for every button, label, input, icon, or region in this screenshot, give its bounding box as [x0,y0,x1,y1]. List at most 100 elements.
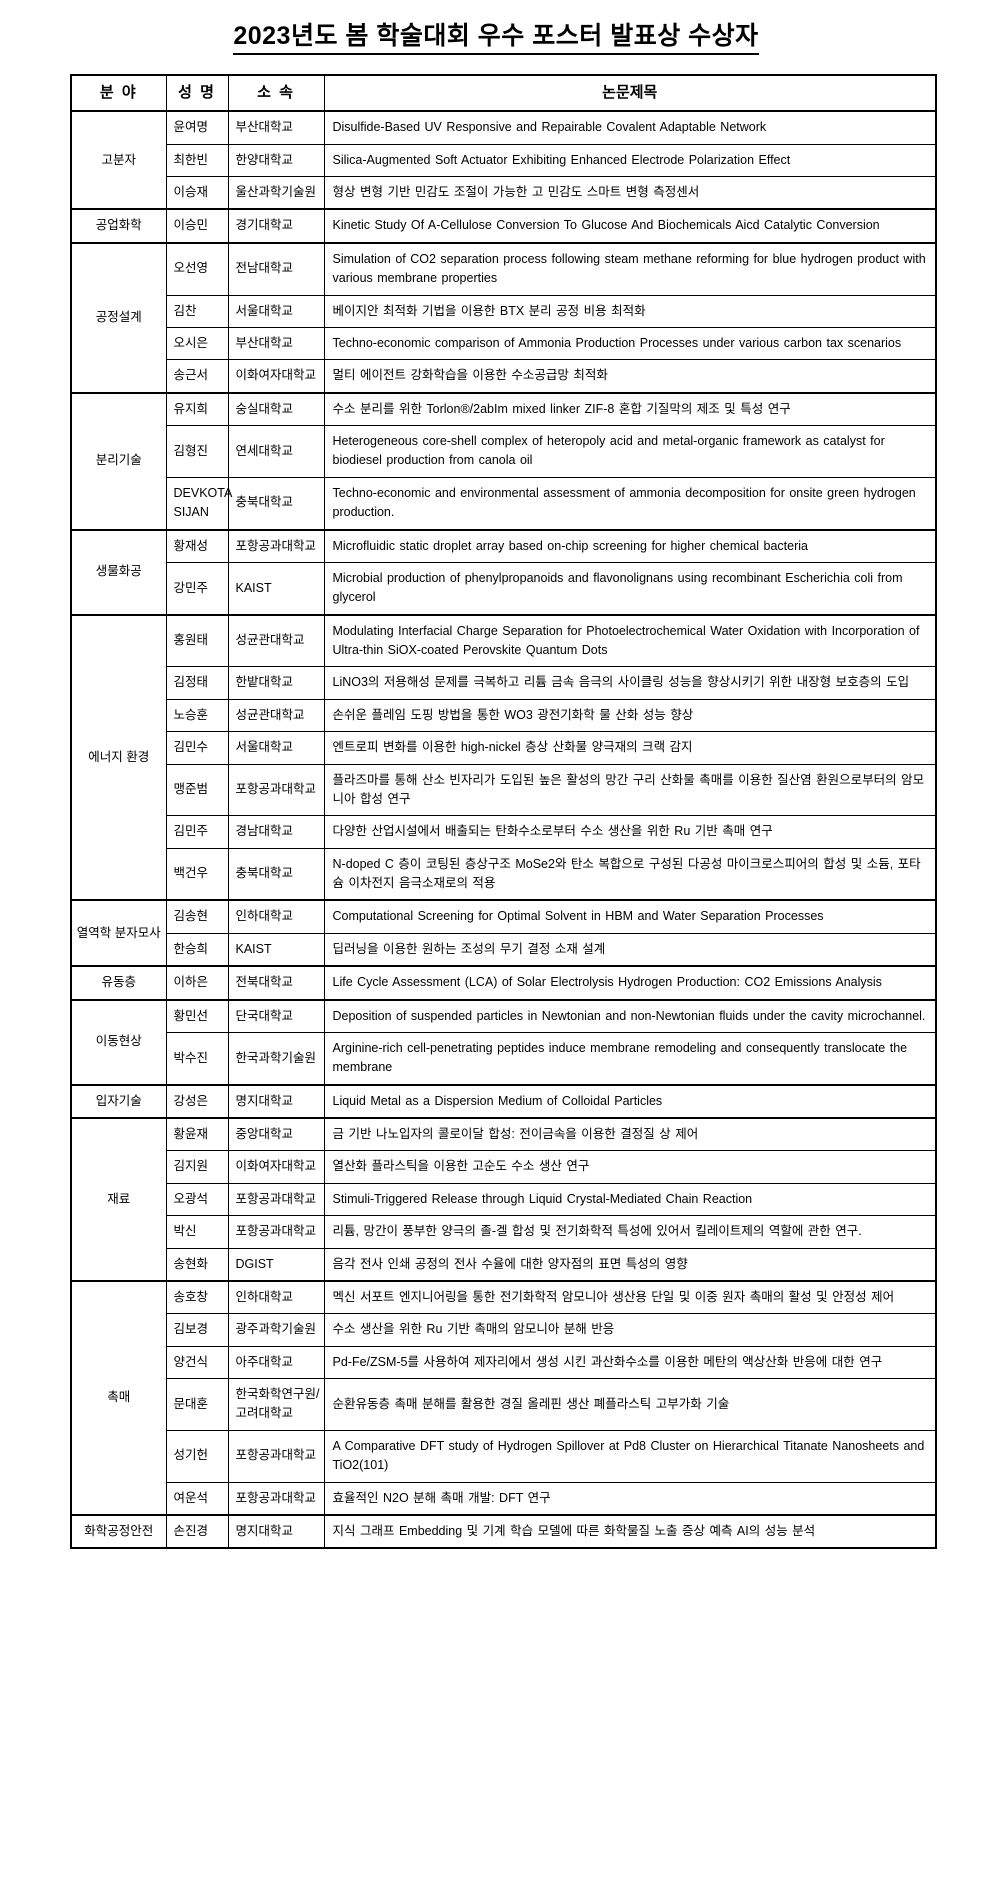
field-category-cell: 화학공정안전 [70,1513,167,1549]
recipient-name-cell: 여운석 [165,1481,229,1516]
recipient-name-cell: 이하은 [165,965,229,1001]
table-row: 입자기술 강성은 명지대학교 Liquid Metal as a Dispersion… [70,1083,937,1119]
paper-title-cell: Stimuli-Triggered Release through Liquid… [323,1182,937,1217]
affiliation-cell: 이화여자대학교 [227,1150,325,1184]
field-category-cell: 이동현상 [70,998,167,1086]
affiliation-cell: 성균관대학교 [227,698,325,733]
affiliation-cell: 경기대학교 [227,208,325,244]
recipient-name-cell: 김민주 [165,815,229,849]
table-row: 강민주 KAIST Microbial production of phenylpr… [71,561,937,616]
paper-title-cell: Arginine-rich cell-penetrating peptides … [323,1031,937,1086]
affiliation-cell: 울산과학기술원 [227,176,325,210]
paper-title-cell: Heterogeneous core-shell complex of hete… [323,425,937,478]
paper-title-cell: Pd-Fe/ZSM-5를 사용하여 제자리에서 생성 시킨 과산화수소를 이용한… [323,1345,937,1380]
table-row: 촉매 송호창 인하대학교 멕신 서포트 엔지니어링을 통한 전기화학적 암모니아 생산… [70,1279,937,1516]
table-row: 이승재 울산과학기술원 형상 변형 기반 민감도 조절이 가능한 고 민감도 스마트… [71,176,937,210]
paper-title-cell: Microfluidic static droplet array based … [323,528,937,563]
recipient-name-cell: 황민선 [165,998,229,1033]
field-category-cell: 공업화학 [70,208,167,244]
table-row: 성기헌 포항공과대학교 A Comparative DFT study of Hyd… [71,1429,937,1483]
paper-title-cell: Disulfide-Based UV Responsive and Repair… [323,110,937,145]
field-category-cell: 에너지 환경 [70,613,167,901]
recipient-name-cell: 강성은 [165,1083,229,1119]
table-row: 김민주 경남대학교 다양한 산업시설에서 배출되는 탄화수소로부터 수소 생산을 위… [71,815,937,849]
paper-title-cell: 엔트로피 변화를 이용한 high-nickel 층상 산화물 양극재의 크랙 … [323,731,937,765]
affiliation-cell: 중앙대학교 [227,1117,325,1152]
paper-title-cell: Silica-Augmented Soft Actuator Exhibitin… [323,143,937,178]
table-row: 김찬 서울대학교 베이지안 최적화 기법을 이용한 BTX 분리 공정 비용 최적화 [71,294,937,328]
affiliation-cell: 부산대학교 [227,326,325,361]
table-header: 분 야 성 명 소 속 논문제목 [70,74,937,113]
table-row: 김보경 광주과학기술원 수소 생산을 위한 Ru 기반 촉매의 암모니아 분해 반응 [71,1313,937,1347]
paper-title-cell: 열산화 플라스틱을 이용한 고순도 수소 생산 연구 [323,1150,937,1184]
table-row: 문대훈 한국화학연구원/ 고려대학교 순환유동층 촉매 분해를 활용한 경질 올레핀… [71,1378,937,1431]
recipient-name-cell: 송호창 [165,1279,229,1315]
recipient-name-cell: 박신 [165,1215,229,1249]
field-category-cell: 공정설계 [70,241,167,394]
table-row: 오시은 부산대학교 Techno-economic comparison of Am… [71,326,937,361]
recipient-name-cell: 송현화 [165,1247,229,1282]
table-row: 맹준범 포항공과대학교 플라즈마를 통해 산소 빈자리가 도입된 높은 활성의 망간… [71,763,937,817]
table-row: 송현화 DGIST 음각 전사 인쇄 공정의 전사 수율에 대한 양자점의 표면 특… [71,1247,937,1282]
affiliation-cell: 성균관대학교 [227,613,325,668]
paper-title-cell: Liquid Metal as a Dispersion Medium of C… [323,1083,937,1119]
recipient-name-cell: 이승재 [165,176,229,210]
paper-title-cell: 리튬, 망간이 풍부한 양극의 졸-겔 합성 및 전기화학적 특성에 있어서 킬… [323,1215,937,1249]
table-row: 박신 포항공과대학교 리튬, 망간이 풍부한 양극의 졸-겔 합성 및 전기화학적 … [71,1215,937,1249]
affiliation-cell: 인하대학교 [227,899,325,934]
table-row: DEVKOTA SIJAN 충북대학교 Techno-economic and en… [71,476,937,531]
table-row: 여운석 포항공과대학교 효율적인 N2O 분해 촉매 개발: DFT 연구 [71,1481,937,1516]
table-row: 이동현상 황민선 단국대학교 Deposition of suspended part… [70,998,937,1086]
table-row: 유동층 이하은 전북대학교 Life Cycle Assessment (LCA) o… [70,965,937,1001]
recipient-name-cell: 김민수 [165,731,229,765]
page-title: 2023년도 봄 학술대회 우수 포스터 발표상 수상자 [0,0,992,56]
paper-title-cell: Microbial production of phenylpropanoids… [323,561,937,616]
affiliation-cell: DGIST [227,1247,325,1282]
affiliation-cell: 포항공과대학교 [227,1429,325,1483]
paper-title-cell: 베이지안 최적화 기법을 이용한 BTX 분리 공정 비용 최적화 [323,294,937,328]
recipient-name-cell: 최한빈 [165,143,229,178]
recipient-name-cell: 오시은 [165,326,229,361]
recipient-name-cell: 김형진 [165,425,229,478]
column-header-paper-title: 논문제목 [323,74,937,113]
column-header-affiliation: 소 속 [227,74,325,113]
paper-title-cell: 음각 전사 인쇄 공정의 전사 수율에 대한 양자점의 표면 특성의 영향 [323,1247,937,1282]
table-row: 박수진 한국과학기술원 Arginine-rich cell-penetrating… [71,1031,937,1086]
paper-title-cell: 수소 생산을 위한 Ru 기반 촉매의 암모니아 분해 반응 [323,1313,937,1347]
affiliation-cell: 충북대학교 [227,847,325,901]
paper-title-cell: Life Cycle Assessment (LCA) of Solar Ele… [323,965,937,1001]
paper-title-cell: LiNO3의 저용해성 문제를 극복하고 리튬 금속 음극의 사이클링 성능을 … [323,666,937,700]
affiliation-cell: KAIST [227,932,325,967]
recipient-name-cell: 김찬 [165,294,229,328]
recipient-name-cell: 김지원 [165,1150,229,1184]
table-row: 김민수 서울대학교 엔트로피 변화를 이용한 high-nickel 층상 산화물 … [71,731,937,765]
affiliation-cell: 포항공과대학교 [227,1182,325,1217]
table-body: 고분자 윤여명 부산대학교 Disulfide-Based UV Responsive… [70,110,937,1549]
paper-title-cell: 형상 변형 기반 민감도 조절이 가능한 고 민감도 스마트 변형 측정센서 [323,176,937,210]
affiliation-cell: 숭실대학교 [227,391,325,426]
recipient-name-cell: 황재성 [165,528,229,563]
table-row: 에너지 환경 홍원태 성균관대학교 Modulating Interfacial Ch… [70,613,937,901]
affiliation-cell: 명지대학교 [227,1513,325,1549]
affiliation-cell: 한국과학기술원 [227,1031,325,1086]
paper-title-cell: 지식 그래프 Embedding 및 기계 학습 모델에 따른 화학물질 노출 … [323,1513,937,1549]
table-row: 화학공정안전 손진경 명지대학교 지식 그래프 Embedding 및 기계 학습 모… [70,1513,937,1549]
table-row: 오광석 포항공과대학교 Stimuli-Triggered Release thro… [71,1182,937,1217]
affiliation-cell: 포항공과대학교 [227,1481,325,1516]
affiliation-cell: 광주과학기술원 [227,1313,325,1347]
recipient-name-cell: DEVKOTA SIJAN [165,476,232,531]
paper-title-cell: N-doped C 층이 코팅된 층상구조 MoSe2와 탄소 복합으로 구성된… [323,847,937,901]
recipient-name-cell: 손진경 [165,1513,229,1549]
table-row: 분리기술 유지희 숭실대학교 수소 분리를 위한 Torlon®/2abIm mixe… [70,391,937,530]
recipient-name-cell: 백건우 [165,847,229,901]
affiliation-cell: 한양대학교 [227,143,325,178]
table-row: 최한빈 한양대학교 Silica-Augmented Soft Actuator E… [71,143,937,178]
recipient-name-cell: 유지희 [165,391,229,426]
affiliation-cell: 서울대학교 [227,294,325,328]
recipient-name-cell: 문대훈 [165,1378,229,1431]
affiliation-cell: 명지대학교 [227,1083,325,1119]
field-category-cell: 입자기술 [70,1083,167,1119]
recipient-name-cell: 노승훈 [165,698,229,733]
page-title-text: 2023년도 봄 학술대회 우수 포스터 발표상 수상자 [233,22,759,55]
paper-title-cell: 플라즈마를 통해 산소 빈자리가 도입된 높은 활성의 망간 구리 산화물 촉매… [323,763,937,817]
